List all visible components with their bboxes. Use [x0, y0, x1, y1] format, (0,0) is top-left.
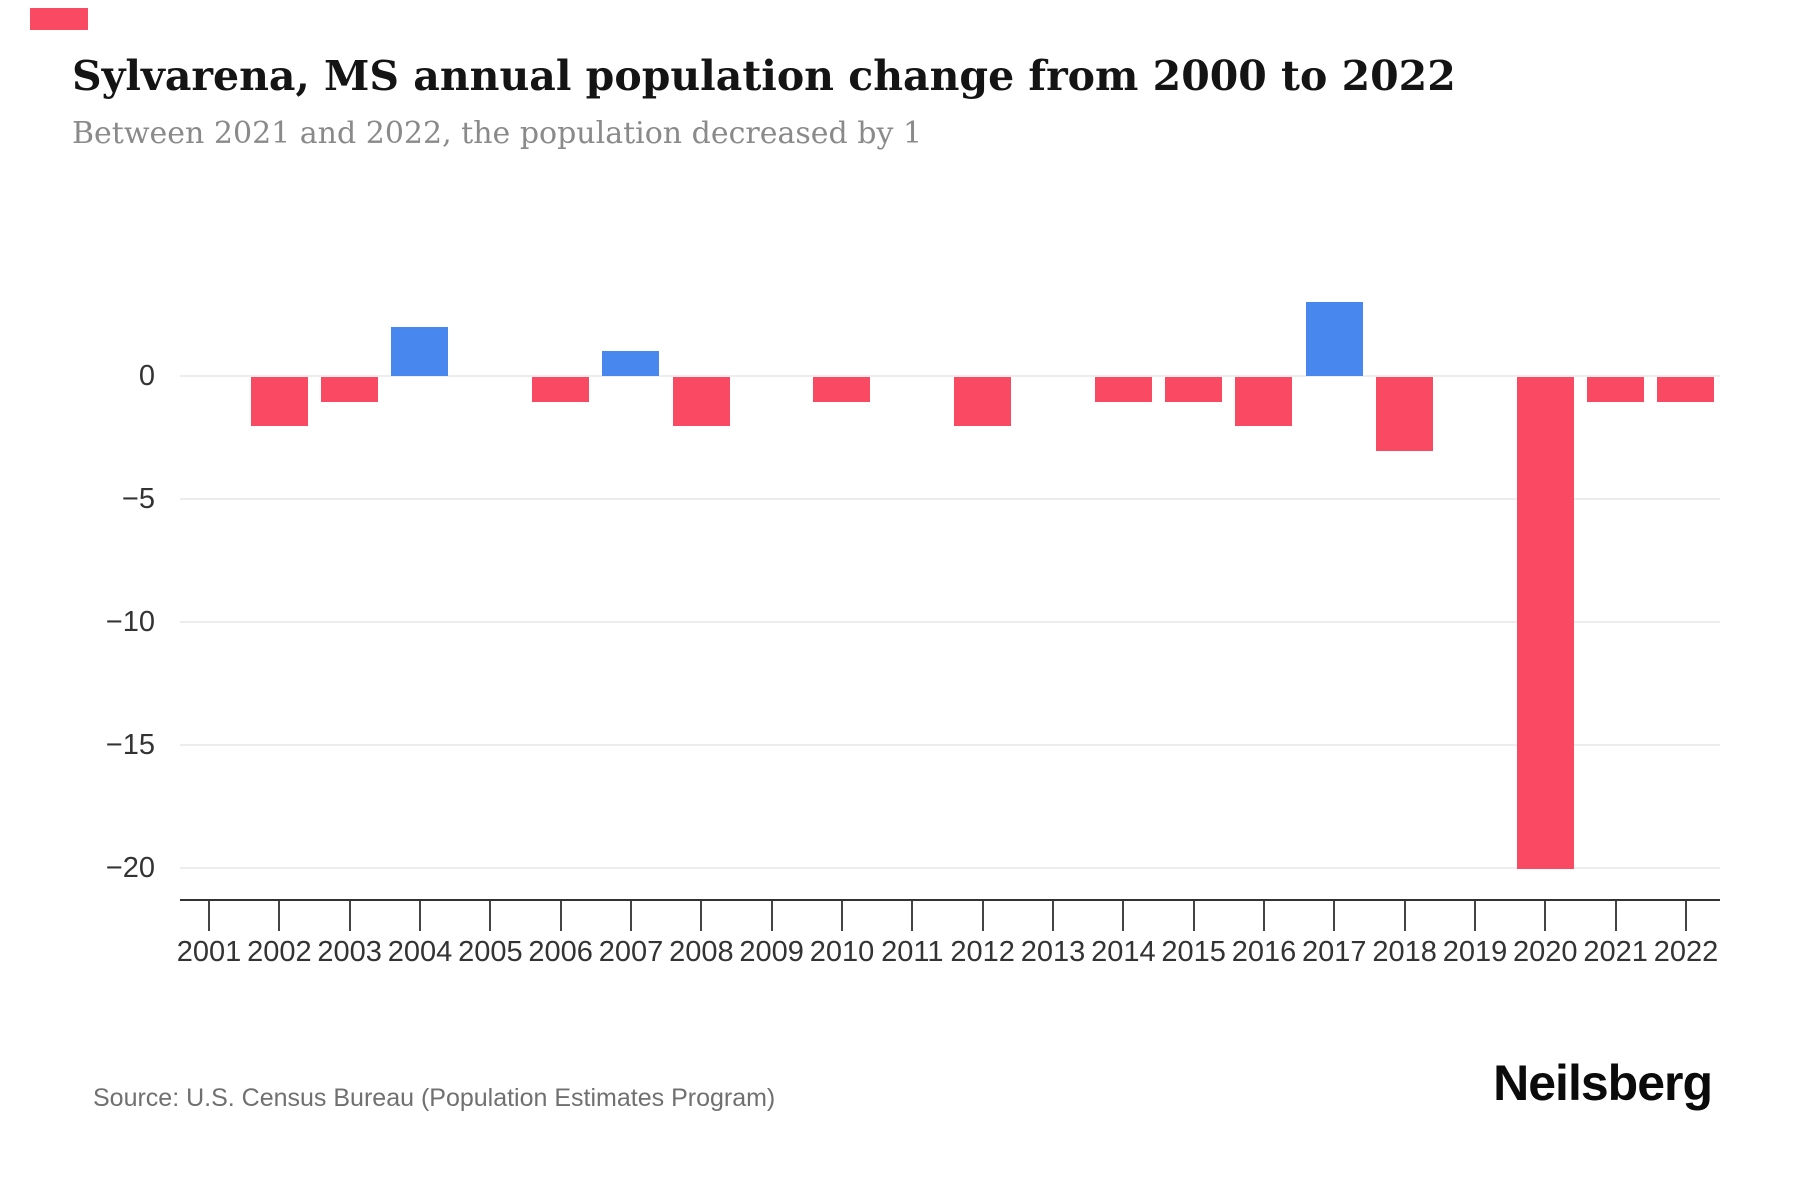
- x-axis-label-2008: 2008: [669, 936, 734, 968]
- x-axis-tick-2010: [840, 901, 843, 931]
- x-axis-tick-2003: [348, 901, 351, 931]
- x-axis-label-2014: 2014: [1091, 936, 1156, 968]
- x-axis-label-2017: 2017: [1302, 936, 1367, 968]
- bar-2007[interactable]: [602, 351, 660, 376]
- x-axis-label-2006: 2006: [528, 936, 593, 968]
- bar-2022[interactable]: [1657, 377, 1715, 402]
- x-axis-label-2015: 2015: [1161, 936, 1226, 968]
- gridline--20: [180, 867, 1720, 869]
- x-axis-label-2020: 2020: [1513, 936, 1578, 968]
- x-axis-tick-2008: [700, 901, 703, 931]
- x-axis-label-2011: 2011: [881, 936, 944, 968]
- x-axis-label-2019: 2019: [1442, 936, 1508, 968]
- x-axis-line: [180, 899, 1720, 901]
- x-axis-label-2022: 2022: [1653, 936, 1719, 968]
- bar-2017[interactable]: [1305, 302, 1363, 376]
- x-axis-label-2018: 2018: [1372, 936, 1437, 968]
- y-axis-tick-label: −20: [105, 852, 155, 884]
- gridline--5: [180, 498, 1720, 500]
- y-axis-tick-label: −5: [121, 483, 155, 515]
- x-axis-tick-2016: [1262, 901, 1265, 931]
- bar-2014[interactable]: [1094, 377, 1152, 402]
- y-axis-tick-label: −15: [105, 729, 155, 761]
- y-axis-tick-label: −10: [105, 606, 155, 638]
- x-axis-tick-2018: [1403, 901, 1406, 931]
- chart-title: Sylvarena, MS annual population change f…: [72, 52, 1456, 100]
- x-axis-label-2009: 2009: [739, 936, 804, 968]
- x-axis-tick-2020: [1544, 901, 1547, 931]
- x-axis-label-2021: 2021: [1583, 936, 1648, 968]
- x-axis-label-2013: 2013: [1020, 936, 1086, 968]
- bar-2003[interactable]: [321, 377, 379, 402]
- bar-2006[interactable]: [532, 377, 590, 402]
- bar-2002[interactable]: [250, 377, 308, 427]
- x-axis-tick-2006: [559, 901, 562, 931]
- x-axis-tick-2014: [1122, 901, 1125, 931]
- x-axis-tick-2001: [208, 901, 210, 931]
- stray-red-swatch: [30, 8, 88, 30]
- bar-2015[interactable]: [1165, 377, 1223, 402]
- source-attribution: Source: U.S. Census Bureau (Population E…: [93, 1084, 776, 1112]
- x-axis-label-2002: 2002: [247, 936, 312, 968]
- x-axis-label-2001: 2001: [176, 936, 242, 968]
- x-axis-label-2003: 2003: [317, 936, 382, 968]
- gridline--15: [180, 744, 1720, 746]
- x-axis-tick-2021: [1614, 901, 1617, 931]
- bar-2010[interactable]: [813, 377, 871, 402]
- gridline-0: [180, 375, 1720, 377]
- y-axis-tick-label: 0: [138, 360, 155, 392]
- x-axis-tick-2022: [1684, 901, 1687, 931]
- bar-2018[interactable]: [1376, 377, 1434, 451]
- x-axis-label-2016: 2016: [1231, 936, 1297, 968]
- x-axis-label-2004: 2004: [387, 936, 453, 968]
- x-axis-tick-2002: [278, 901, 281, 931]
- x-axis-tick-2011: [911, 901, 914, 931]
- x-axis-tick-2013: [1051, 901, 1054, 931]
- gridline--10: [180, 621, 1720, 623]
- x-axis-tick-2015: [1192, 901, 1195, 931]
- bar-2016[interactable]: [1235, 377, 1293, 427]
- x-axis-label-2005: 2005: [458, 936, 523, 968]
- bar-2008[interactable]: [672, 377, 730, 427]
- x-axis-label-2012: 2012: [950, 936, 1015, 968]
- x-axis-tick-2017: [1333, 901, 1336, 931]
- bar-2004[interactable]: [391, 326, 449, 376]
- x-axis-tick-2012: [981, 901, 984, 931]
- x-axis-label-2010: 2010: [809, 936, 875, 968]
- x-axis-tick-2005: [489, 901, 492, 931]
- chart-subtitle: Between 2021 and 2022, the population de…: [72, 116, 923, 151]
- x-axis-tick-2019: [1473, 901, 1476, 931]
- bar-2012[interactable]: [954, 377, 1012, 427]
- x-axis-tick-2009: [770, 901, 773, 931]
- x-axis-tick-2007: [629, 901, 632, 931]
- x-axis-label-2007: 2007: [598, 936, 664, 968]
- neilsberg-logo: Neilsberg: [1493, 1055, 1713, 1111]
- x-axis-tick-2004: [418, 901, 421, 931]
- bar-2020[interactable]: [1516, 377, 1574, 869]
- bar-2021[interactable]: [1587, 377, 1645, 402]
